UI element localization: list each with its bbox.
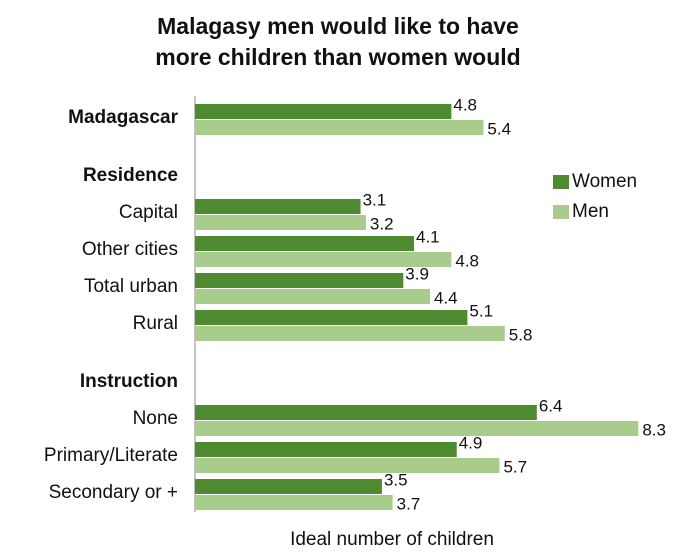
y-tick-label: Secondary or + (49, 482, 178, 503)
value-label: 5.7 (503, 457, 527, 476)
bar (195, 215, 366, 230)
value-label: 5.4 (487, 119, 511, 138)
value-label: 3.7 (397, 494, 421, 513)
x-axis-label: Ideal number of children (290, 529, 494, 550)
legend-label: Men (572, 201, 609, 222)
y-tick-label: Primary/Literate (44, 445, 178, 466)
value-label: 8.3 (642, 420, 666, 439)
bar (195, 421, 639, 436)
legend-label: Women (572, 171, 637, 192)
value-label: 3.1 (363, 190, 387, 209)
bar (195, 442, 457, 457)
y-tick-label: Residence (83, 165, 178, 186)
y-tick-label: Total urban (84, 276, 178, 297)
legend-swatch (553, 175, 569, 189)
chart-title: Malagasy men would like to have (157, 13, 519, 39)
value-label: 3.5 (384, 470, 408, 489)
bar (195, 479, 382, 494)
y-tick-label: Madagascar (68, 107, 178, 128)
bar (195, 252, 452, 267)
y-tick-label: Instruction (80, 371, 178, 392)
bar (195, 236, 414, 251)
value-label: 5.1 (469, 301, 493, 320)
bar (195, 120, 484, 135)
value-label: 5.8 (509, 325, 533, 344)
y-tick-label: Capital (119, 202, 178, 223)
value-label: 6.4 (539, 396, 563, 415)
y-tick-label: Rural (133, 313, 178, 334)
bar (195, 199, 361, 214)
bar (195, 458, 500, 473)
value-label: 4.9 (459, 433, 483, 452)
value-label: 4.1 (416, 227, 440, 246)
value-label: 4.4 (434, 288, 458, 307)
bar (195, 273, 404, 288)
value-label: 3.9 (405, 264, 429, 283)
bar (195, 326, 505, 341)
value-label: 4.8 (455, 251, 479, 270)
y-tick-label: Other cities (82, 239, 178, 260)
value-label: 3.2 (370, 214, 394, 233)
value-label: 4.8 (453, 95, 477, 114)
bar (195, 104, 452, 119)
legend-swatch (553, 205, 569, 219)
bar (195, 405, 537, 420)
bar (195, 495, 393, 510)
bar (195, 289, 431, 304)
y-tick-label: None (133, 408, 178, 429)
chart-title: more children than women would (155, 44, 520, 70)
bar (195, 310, 468, 325)
